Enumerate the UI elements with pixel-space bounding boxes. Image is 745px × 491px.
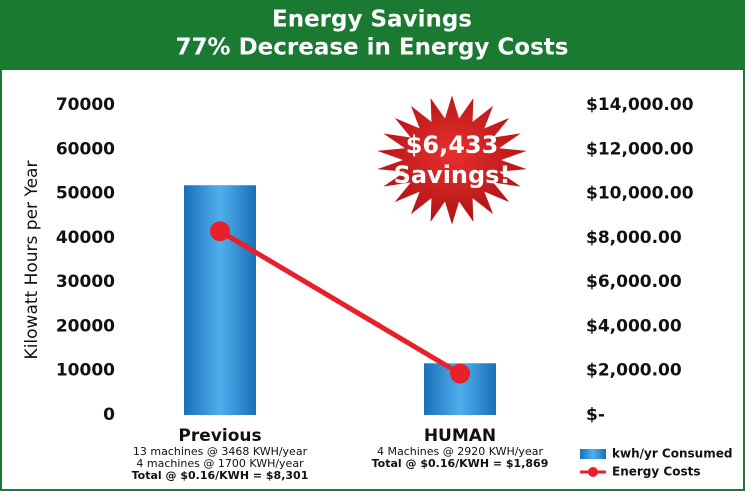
category-note: 4 Machines @ 2920 KWH/year — [377, 445, 543, 458]
savings-star — [372, 88, 532, 232]
category-note: 13 machines @ 3468 KWH/year — [133, 445, 308, 458]
bar — [184, 185, 256, 415]
y2-tick-label: $10,000.00 — [586, 184, 694, 204]
chart-title: Energy Savings — [272, 7, 472, 33]
y2-tick-label: $2,000.00 — [586, 361, 682, 381]
y2-tick-label: $12,000.00 — [586, 139, 694, 159]
y2-tick-label: $4,000.00 — [586, 316, 682, 336]
savings-text: $6,433 — [406, 131, 499, 159]
y-tick-label: 50000 — [56, 184, 115, 204]
y-tick-label: 20000 — [56, 316, 115, 336]
y2-tick-label: $6,000.00 — [586, 272, 682, 292]
x-tick-label: Previous — [178, 426, 261, 446]
y2-tick-label: $14,000.00 — [586, 95, 694, 115]
y2-tick-label: $8,000.00 — [586, 228, 682, 248]
y-tick-label: 0 — [103, 405, 115, 425]
y-tick-label: 40000 — [56, 228, 115, 248]
cost-point — [450, 363, 470, 384]
y-tick-label: 70000 — [56, 95, 115, 115]
legend-swatch — [580, 449, 606, 459]
cost-point — [210, 221, 230, 242]
legend-label: Energy Costs — [612, 465, 700, 479]
y-tick-label: 60000 — [56, 139, 115, 159]
y-tick-label: 10000 — [56, 361, 115, 381]
category-note: 4 machines @ 1700 KWH/year — [136, 457, 304, 470]
savings-text: Savings! — [394, 161, 511, 189]
legend-label: kwh/yr Consumed — [612, 447, 732, 461]
cost-line — [218, 229, 462, 376]
y-tick-label: 30000 — [56, 272, 115, 292]
category-note: Total @ $0.16/KWH = $8,301 — [132, 469, 309, 482]
y2-tick-label: $- — [586, 405, 605, 425]
y-axis-label: Kilowatt Hours per Year — [22, 161, 42, 360]
header — [0, 0, 745, 70]
category-note: Total @ $0.16/KWH = $1,869 — [372, 457, 549, 470]
x-tick-label: HUMAN — [424, 426, 496, 446]
chart-subtitle: 77% Decrease in Energy Costs — [176, 35, 569, 61]
legend-swatch — [588, 467, 598, 477]
